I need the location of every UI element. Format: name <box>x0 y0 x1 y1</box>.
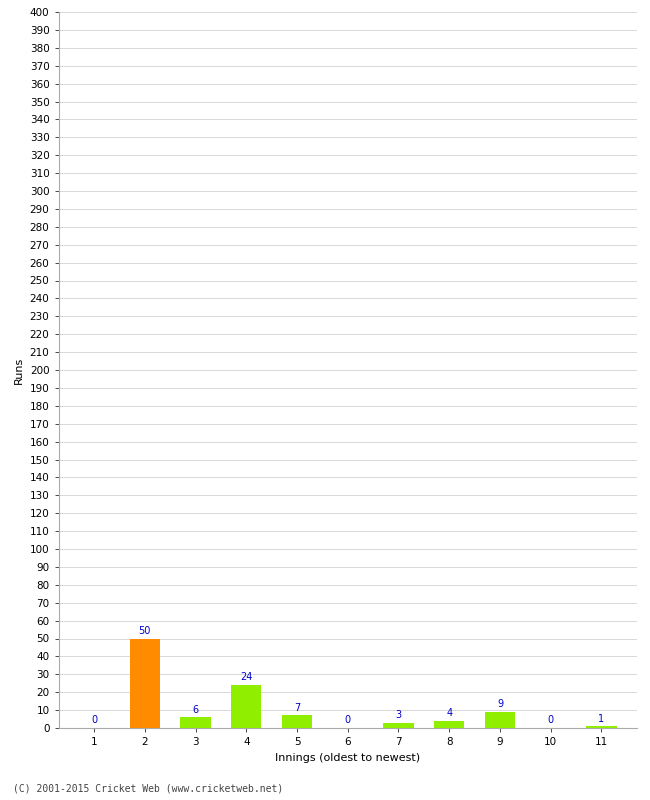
Text: 4: 4 <box>446 708 452 718</box>
Text: 50: 50 <box>138 626 151 636</box>
Text: 0: 0 <box>91 715 97 726</box>
Text: 3: 3 <box>395 710 402 720</box>
Text: 1: 1 <box>599 714 604 723</box>
Bar <box>282 715 312 728</box>
Text: (C) 2001-2015 Cricket Web (www.cricketweb.net): (C) 2001-2015 Cricket Web (www.cricketwe… <box>13 784 283 794</box>
Bar <box>586 726 617 728</box>
Text: 7: 7 <box>294 702 300 713</box>
Bar <box>231 685 261 728</box>
X-axis label: Innings (oldest to newest): Innings (oldest to newest) <box>275 753 421 762</box>
Y-axis label: Runs: Runs <box>14 356 24 384</box>
Text: 6: 6 <box>192 705 199 714</box>
Text: 0: 0 <box>548 715 554 726</box>
Text: 9: 9 <box>497 699 503 710</box>
Bar <box>434 721 465 728</box>
Bar <box>384 722 413 728</box>
Bar <box>129 638 160 728</box>
Text: 0: 0 <box>344 715 351 726</box>
Text: 24: 24 <box>240 672 252 682</box>
Bar <box>485 712 515 728</box>
Bar <box>180 718 211 728</box>
